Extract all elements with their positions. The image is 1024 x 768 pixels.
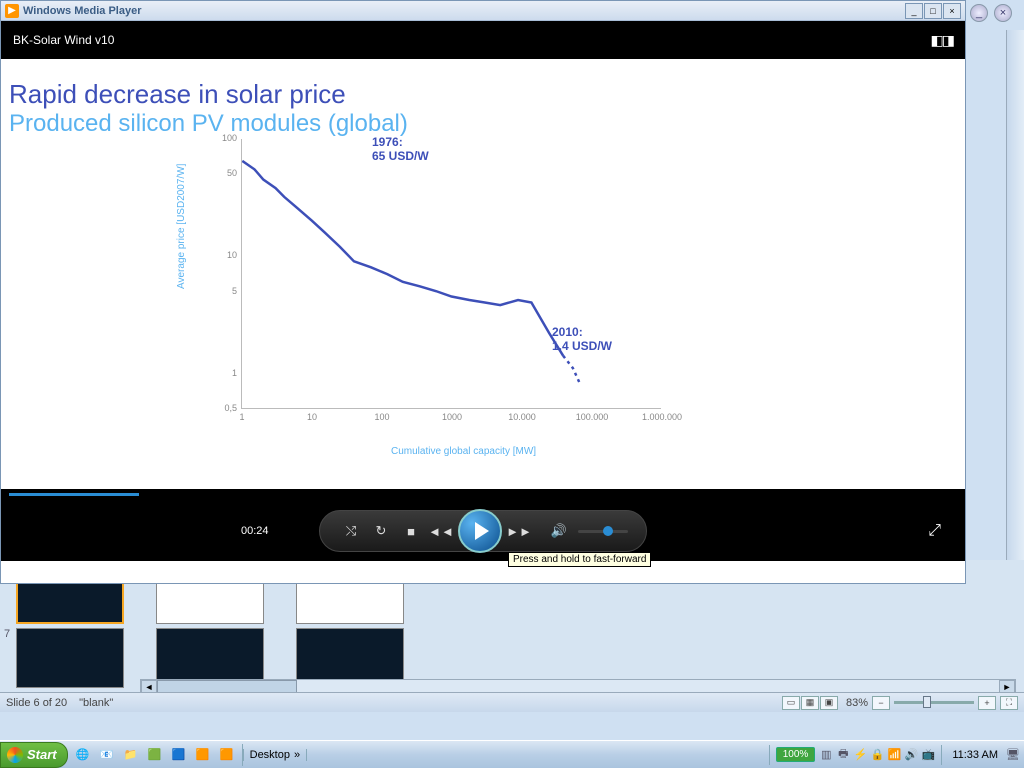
- zoom-in-button[interactable]: +: [978, 696, 996, 710]
- vista-window-controls: _ ×: [966, 0, 1024, 30]
- seek-bar-fill: [9, 493, 139, 496]
- zoom-out-button[interactable]: −: [872, 696, 890, 710]
- windows-taskbar: Start 🌐📧📁🟩🟦🟧🟧 Desktop » 100% ▥🖶⚡🔒📶🔊📺 11:…: [0, 740, 1024, 768]
- wmp-titlebar[interactable]: ▶ Windows Media Player _ □ ×: [1, 1, 965, 21]
- stop-button[interactable]: ■: [398, 518, 424, 544]
- shuffle-button[interactable]: ⤭: [338, 518, 364, 544]
- price-chart: Average price [USD2007/W] 0,515105010011…: [191, 129, 691, 449]
- battery-indicator[interactable]: 100%: [776, 747, 816, 762]
- quicklaunch-item[interactable]: 📧: [96, 744, 118, 766]
- taskbar-clock[interactable]: 11:33 AM: [948, 749, 1002, 761]
- zoom-slider[interactable]: [894, 701, 974, 704]
- minimize-button[interactable]: _: [905, 3, 923, 19]
- rewind-button[interactable]: ◄◄: [428, 518, 454, 544]
- tray-icon[interactable]: 🖶: [836, 748, 850, 762]
- start-button[interactable]: Start: [0, 742, 68, 768]
- tray-icon[interactable]: 🔒: [870, 748, 884, 762]
- zoom-percent: 83%: [846, 697, 868, 709]
- minimize-bg-icon[interactable]: _: [970, 4, 988, 22]
- media-title: BK-Solar Wind v10: [13, 33, 114, 47]
- sorter-view-button[interactable]: ▦: [801, 696, 819, 710]
- slide-thumbnail[interactable]: 8: [4, 692, 136, 695]
- wmp-now-playing-bar: BK-Solar Wind v10 ◧◨: [1, 21, 965, 59]
- quicklaunch-item[interactable]: 🟦: [168, 744, 190, 766]
- system-tray: 100% ▥🖶⚡🔒📶🔊📺 11:33 AM 🖥: [767, 745, 1024, 765]
- fast-forward-tooltip: Press and hold to fast-forward: [508, 552, 651, 567]
- fullscreen-button[interactable]: ⤢: [928, 522, 941, 540]
- windows-logo-icon: [7, 747, 23, 763]
- video-content-area: Rapid decrease in solar price Produced s…: [1, 59, 965, 487]
- slide-thumbnail[interactable]: 7: [4, 628, 136, 688]
- tray-icon[interactable]: 📺: [921, 748, 935, 762]
- playback-controls: 00:24 ⤭ ↻ ■ ◄◄ ►► 🔊 ⤢: [1, 501, 965, 561]
- horizontal-scrollbar[interactable]: ◄ ►: [140, 679, 1016, 695]
- scroll-thumb[interactable]: [157, 680, 297, 694]
- slideshow-view-button[interactable]: ▣: [820, 696, 838, 710]
- quick-launch: 🌐📧📁🟩🟦🟧🟧: [72, 744, 243, 766]
- play-button[interactable]: [458, 509, 502, 553]
- tray-icon[interactable]: ▥: [819, 748, 833, 762]
- theme-name: "blank": [79, 697, 113, 709]
- repeat-button[interactable]: ↻: [368, 518, 394, 544]
- zoom-slider-thumb[interactable]: [923, 696, 931, 708]
- volume-slider[interactable]: [578, 530, 628, 533]
- quicklaunch-item[interactable]: 🌐: [72, 744, 94, 766]
- play-icon: [475, 522, 489, 540]
- chart-annotation: 1976:65 USD/W: [372, 135, 429, 163]
- tray-icon[interactable]: ⚡: [853, 748, 867, 762]
- chart-annotation: 2010:1.4 USD/W: [552, 325, 612, 353]
- mute-button[interactable]: 🔊: [546, 518, 572, 544]
- quicklaunch-item[interactable]: 🟧: [192, 744, 214, 766]
- scroll-left-icon[interactable]: ◄: [141, 680, 157, 694]
- chevron-right-icon[interactable]: »: [294, 749, 300, 761]
- slide-thumbnail[interactable]: [284, 628, 416, 688]
- tray-icon[interactable]: 🔊: [904, 748, 918, 762]
- slide-heading-1: Rapid decrease in solar price: [9, 79, 957, 110]
- wmp-title: Windows Media Player: [23, 5, 905, 17]
- powerpoint-statusbar: Slide 6 of 20 "blank" ▭ ▦ ▣ 83% − + ⛶: [0, 692, 1024, 712]
- elapsed-time: 00:24: [241, 525, 269, 537]
- view-toggle-icon[interactable]: ◧◨: [931, 32, 953, 49]
- wmp-app-icon: ▶: [5, 4, 19, 18]
- quicklaunch-item[interactable]: 🟩: [144, 744, 166, 766]
- media-player-window: ▶ Windows Media Player _ □ × BK-Solar Wi…: [0, 0, 966, 584]
- quicklaunch-item[interactable]: 📁: [120, 744, 142, 766]
- desktop-toolbar-label: Desktop: [250, 749, 290, 761]
- desktop-toolbar[interactable]: Desktop »: [243, 749, 307, 761]
- quicklaunch-item[interactable]: 🟧: [216, 744, 238, 766]
- slide-thumbnail[interactable]: [284, 692, 416, 695]
- close-bg-icon[interactable]: ×: [994, 4, 1012, 22]
- slide-counter: Slide 6 of 20: [6, 697, 67, 709]
- slide-thumbnail[interactable]: [144, 692, 276, 695]
- seek-bar[interactable]: [1, 489, 965, 501]
- fit-window-button[interactable]: ⛶: [1000, 696, 1018, 710]
- tray-icon[interactable]: 📶: [887, 748, 901, 762]
- close-button[interactable]: ×: [943, 3, 961, 19]
- scroll-right-icon[interactable]: ►: [999, 680, 1015, 694]
- fast-forward-button[interactable]: ►►: [506, 518, 532, 544]
- show-desktop-icon[interactable]: 🖥: [1006, 748, 1020, 762]
- y-axis-label: Average price [USD2007/W]: [176, 164, 187, 289]
- start-label: Start: [27, 747, 57, 762]
- chart-line: [242, 139, 661, 408]
- slide-thumbnail[interactable]: [144, 628, 276, 688]
- normal-view-button[interactable]: ▭: [782, 696, 800, 710]
- vista-sidebar: [1006, 30, 1024, 710]
- maximize-button[interactable]: □: [924, 3, 942, 19]
- volume-thumb[interactable]: [603, 526, 613, 536]
- x-axis-label: Cumulative global capacity [MW]: [391, 446, 536, 457]
- chart-plot-area: 0,5151050100110100100010.000100.0001.000…: [241, 139, 661, 409]
